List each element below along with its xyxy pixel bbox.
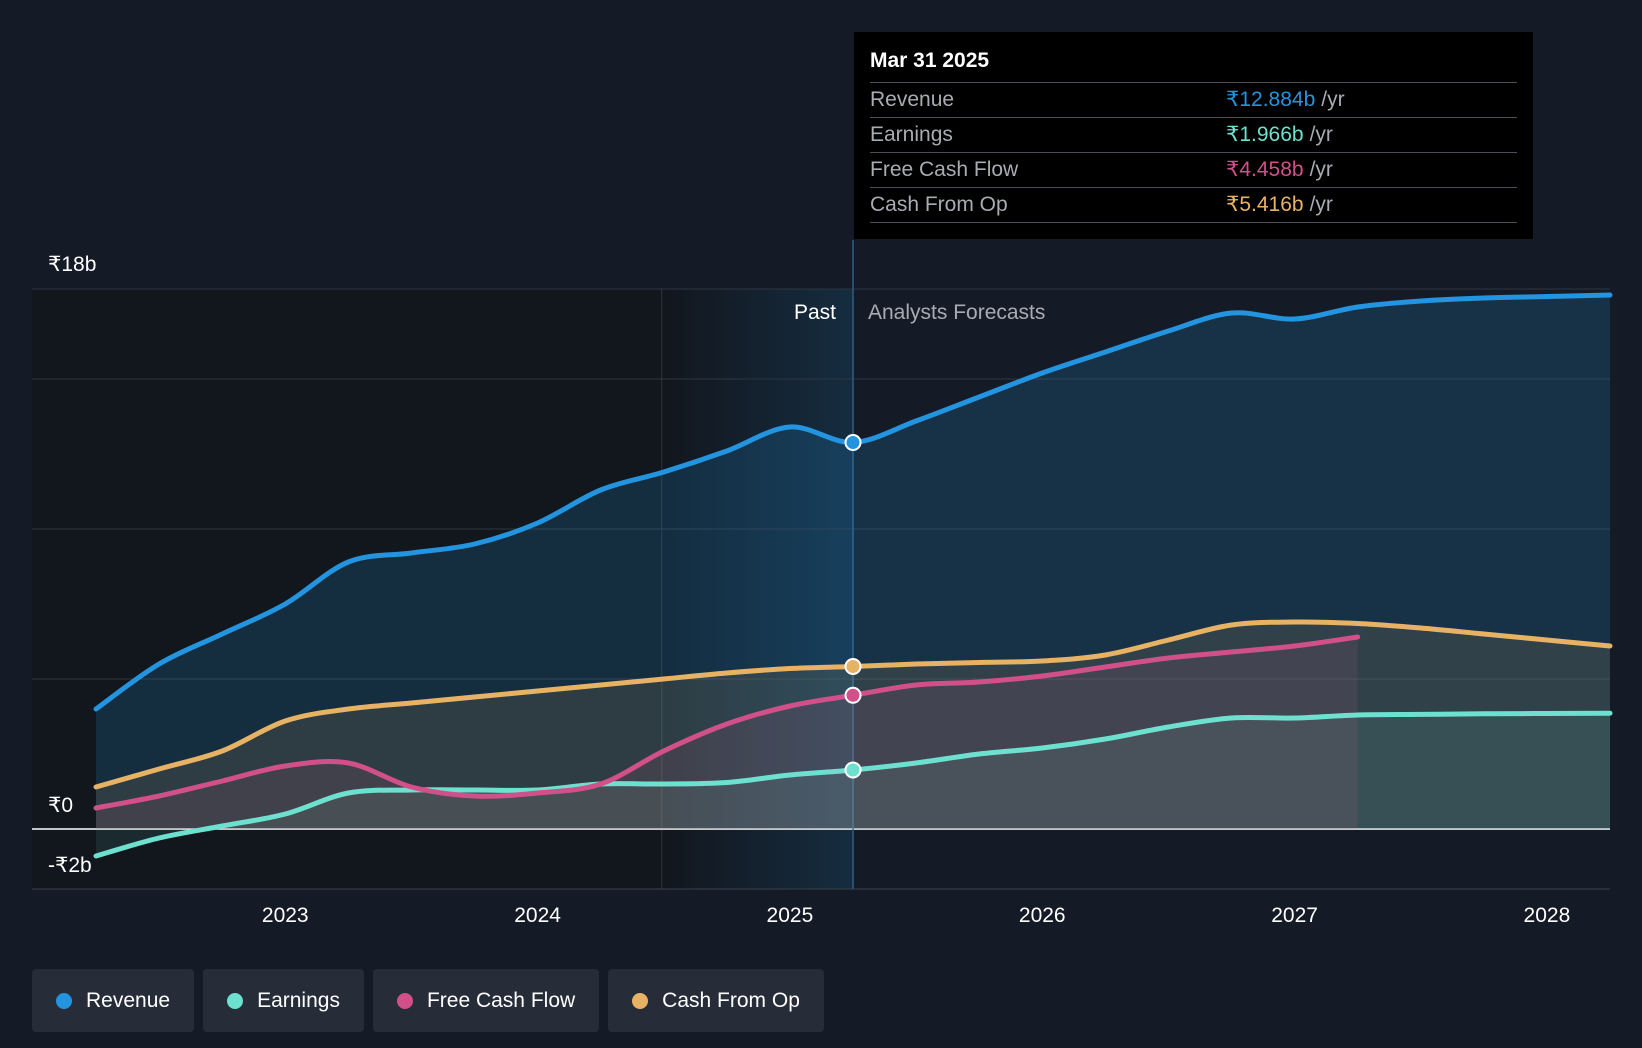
tooltip-row-free-cash-flow: Free Cash Flow ₹4.458b /yr — [870, 153, 1517, 188]
x-tick-label: 2027 — [1271, 904, 1318, 927]
forecast-label: Analysts Forecasts — [868, 301, 1045, 324]
free-cash-flow-marker — [844, 686, 862, 704]
tooltip-value: ₹4.458b — [1226, 158, 1304, 181]
tooltip-row-cash-from-op: Cash From Op ₹5.416b /yr — [870, 188, 1517, 223]
x-tick-label: 2026 — [1019, 904, 1066, 927]
free-cash-flow-line — [93, 634, 1361, 811]
tooltip: Mar 31 2025 Revenue ₹12.884b /yr Earning… — [854, 32, 1533, 239]
legend-item-cash-from-op[interactable]: Cash From Op — [608, 969, 824, 1032]
y-tick-label: -₹2b — [48, 854, 92, 877]
earnings-marker — [844, 761, 862, 779]
legend-label: Earnings — [257, 988, 340, 1012]
legend-label: Revenue — [86, 988, 171, 1012]
x-tick-label: 2025 — [767, 904, 814, 927]
tooltip-unit: /yr — [1309, 158, 1333, 181]
x-tick-label: 2028 — [1524, 904, 1571, 927]
legend-dot-icon — [56, 992, 72, 1009]
legend-item-revenue[interactable]: Revenue — [32, 969, 195, 1032]
tooltip-date: Mar 31 2025 — [870, 46, 1517, 83]
tooltip-label: Free Cash Flow — [870, 158, 1019, 181]
legend-item-free-cash-flow[interactable]: Free Cash Flow — [372, 969, 600, 1032]
cash-from-op-marker — [844, 658, 862, 676]
x-tick-label: 2024 — [514, 904, 561, 927]
tooltip-row-earnings: Earnings ₹1.966b /yr — [870, 118, 1517, 153]
legend-dot-icon — [632, 992, 649, 1009]
y-tick-label: ₹0 — [48, 794, 73, 817]
revenue-marker — [844, 433, 862, 451]
highlight-region — [661, 289, 853, 889]
tooltip-value: ₹12.884b — [1226, 88, 1316, 111]
tooltip-label: Revenue — [870, 88, 955, 111]
tooltip-unit: /yr — [1309, 193, 1333, 216]
tooltip-row-revenue: Revenue ₹12.884b /yr — [870, 83, 1517, 118]
legend-label: Free Cash Flow — [426, 988, 576, 1012]
tooltip-label: Cash From Op — [870, 193, 1008, 216]
legend-dot-icon — [227, 992, 244, 1009]
earnings-area — [96, 713, 1610, 856]
legend: Revenue Earnings Free Cash Flow Cash Fro… — [32, 969, 824, 1032]
x-tick-label: 2023 — [262, 904, 309, 927]
tooltip-unit: /yr — [1309, 123, 1333, 146]
legend-label: Cash From Op — [662, 988, 800, 1012]
y-tick-label: ₹18b — [48, 253, 96, 276]
tooltip-value: ₹5.416b — [1226, 193, 1304, 216]
free-cash-flow-area — [96, 637, 1358, 829]
past-label: Past — [794, 301, 836, 324]
tooltip-value: ₹1.966b — [1226, 123, 1304, 146]
legend-item-earnings[interactable]: Earnings — [203, 969, 364, 1032]
tooltip-unit: /yr — [1321, 88, 1345, 111]
tooltip-label: Earnings — [870, 123, 953, 146]
cash-from-op-area — [96, 621, 1610, 829]
legend-dot-icon — [396, 992, 413, 1009]
